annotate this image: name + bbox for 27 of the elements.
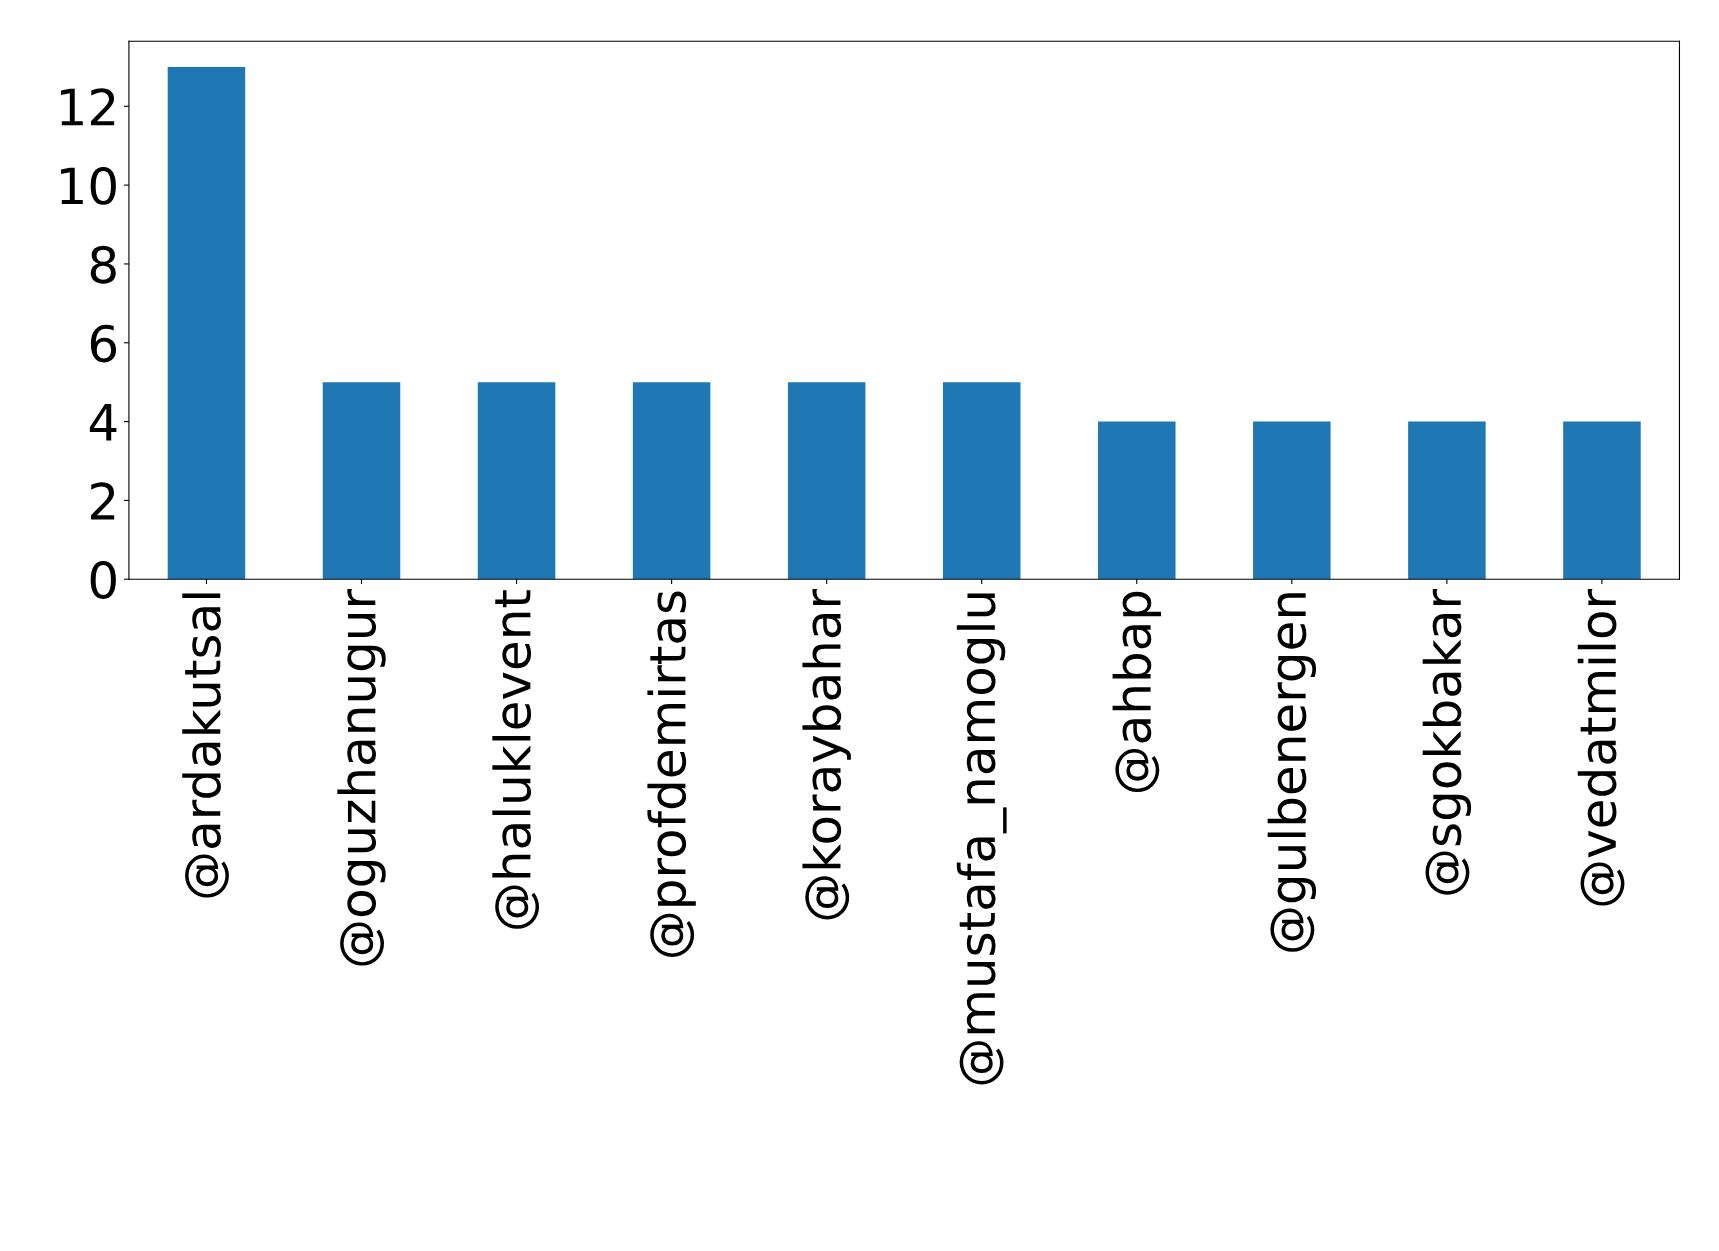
y-tick-label: 8 [90,245,116,284]
bar [1098,421,1176,580]
y-tick-label: 4 [89,404,117,441]
x-tick-label: @oguzhanugur [337,588,386,966]
x-tick-label: @koraybahar [802,588,851,920]
x-tick-label: @ardakutsal [182,593,229,898]
bar [167,66,246,580]
bar [787,382,866,580]
bar [477,382,556,580]
x-tick-label: @profdemirtas [647,591,696,957]
bar [1563,421,1641,580]
y-tick-label: 10 [61,167,116,205]
x-tick-label: @mustafa_namoglu [956,593,1007,1085]
bar [942,382,1021,580]
x-tick-label: @ahbap [1112,591,1161,793]
y-tick-label: 6 [90,324,117,363]
y-tick-label: 0 [90,561,116,599]
y-tick-label: 12 [61,88,115,126]
bar [632,382,711,580]
x-tick-label: @haluklevent [492,590,540,929]
x-tick-label: @sgokbakar [1422,588,1472,895]
x-tick-label: @gulbenergen [1267,593,1317,952]
x-tick-label: @vedatmilor [1577,588,1625,906]
bar [1253,421,1331,580]
bar [322,382,401,580]
bar [1408,421,1486,580]
y-tick-label: 2 [91,482,115,520]
